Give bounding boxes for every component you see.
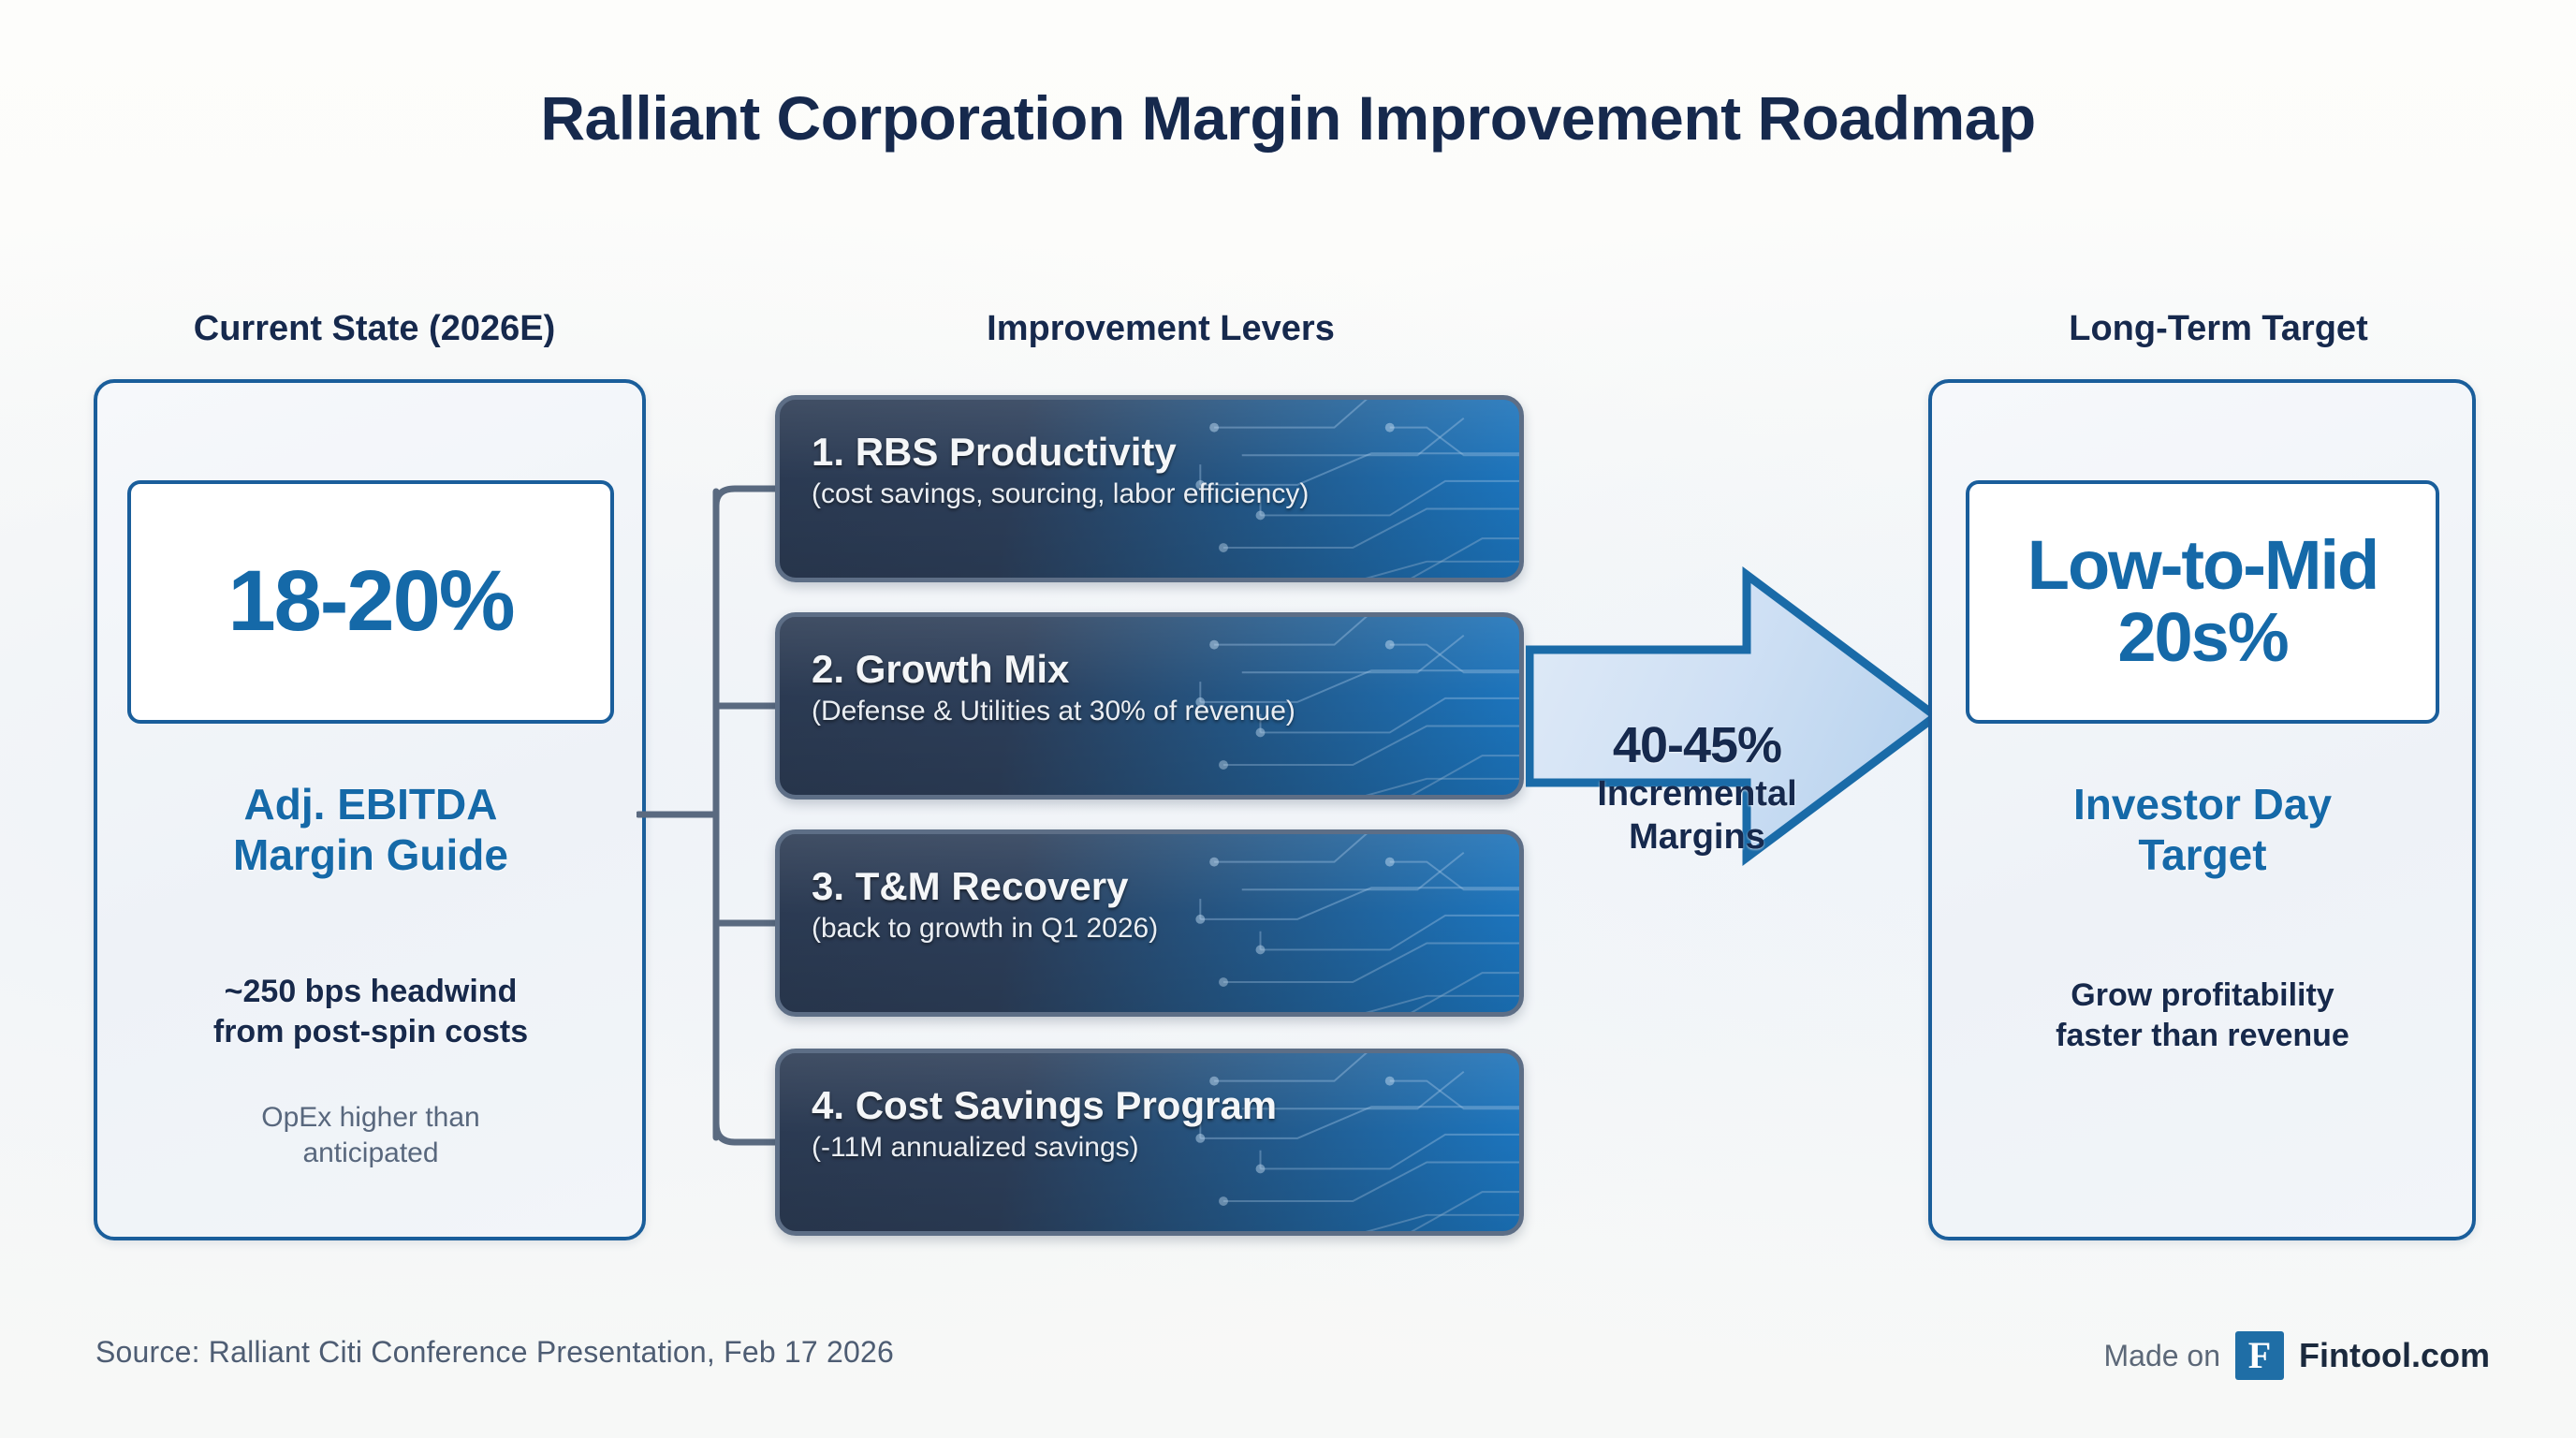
current-state-metric-value: 18-20% [227, 553, 515, 650]
lever-card[interactable]: 3. T&M Recovery (back to growth in Q1 20… [775, 829, 1524, 1017]
column-header-long-term-target: Long-Term Target [2069, 309, 2368, 348]
current-state-note: ~250 bps headwind from post-spin costs [118, 972, 623, 1052]
lever-title: 3. T&M Recovery [812, 864, 1129, 908]
lever-detail: (Defense & Utilities at 30% of revenue) [812, 696, 1295, 727]
long-term-target-metric-box: Low-to-Mid 20s% [1966, 480, 2439, 724]
long-term-target-metric-value: Low-to-Mid 20s% [2027, 526, 2379, 676]
lever-detail: (-11M annualized savings) [812, 1132, 1139, 1164]
lever-title: 1. RBS Productivity [812, 430, 1177, 474]
current-state-metric-box: 18-20% [127, 480, 614, 724]
lever-card[interactable]: 4. Cost Savings Program (-11M annualized… [775, 1049, 1524, 1236]
lever-title: 2. Growth Mix [812, 647, 1070, 691]
current-state-note-line1: ~250 bps headwind [224, 974, 518, 1009]
lever-card-text: 1. RBS Productivity (cost savings, sourc… [812, 430, 1379, 511]
current-state-subtitle: Adj. EBITDA Margin Guide [127, 779, 614, 881]
incremental-margin-arrow-icon [1526, 566, 1942, 866]
fintool-logo-icon: F [2235, 1331, 2285, 1380]
target-subtitle-line1: Investor Day [2072, 780, 2333, 829]
source-citation: Source: Ralliant Citi Conference Present… [95, 1335, 894, 1369]
target-metric-line1: Low-to-Mid [2027, 526, 2379, 605]
current-state-subtitle-line1: Adj. EBITDA [243, 780, 498, 829]
lever-card-text: 2. Growth Mix (Defense & Utilities at 30… [812, 647, 1379, 728]
column-header-current-state: Current State (2026E) [193, 309, 556, 348]
lever-detail: (back to growth in Q1 2026) [812, 913, 1159, 945]
target-note-line2: faster than revenue [2056, 1017, 2349, 1053]
made-on-fintool-attribution[interactable]: Made on F Fintool.com [2103, 1331, 2490, 1380]
lever-detail: (cost savings, sourcing, labor efficienc… [812, 478, 1310, 510]
column-header-improvement-levers: Improvement Levers [987, 309, 1335, 348]
target-note-line1: Grow profitability [2071, 977, 2334, 1013]
page-title: Ralliant Corporation Margin Improvement … [540, 83, 2036, 153]
fintool-brand-name: Fintool.com [2299, 1336, 2490, 1374]
lever-card-text: 4. Cost Savings Program (-11M annualized… [812, 1083, 1379, 1165]
lever-card[interactable]: 2. Growth Mix (Defense & Utilities at 30… [775, 612, 1524, 800]
current-state-fine-line2: anticipated [302, 1137, 439, 1168]
long-term-target-note: Grow profitability faster than revenue [1966, 976, 2439, 1056]
connector-tree [637, 485, 790, 1146]
long-term-target-subtitle: Investor Day Target [1966, 779, 2439, 881]
target-metric-line2: 20s% [2117, 598, 2289, 676]
target-subtitle-line2: Target [2138, 830, 2267, 880]
current-state-subtitle-line2: Margin Guide [233, 830, 508, 880]
current-state-fine-line1: OpEx higher than [261, 1102, 480, 1133]
lever-card[interactable]: 1. RBS Productivity (cost savings, sourc… [775, 395, 1524, 582]
lever-card-text: 3. T&M Recovery (back to growth in Q1 20… [812, 864, 1379, 946]
lever-title: 4. Cost Savings Program [812, 1083, 1278, 1127]
current-state-note-line2: from post-spin costs [212, 1013, 529, 1049]
current-state-fine-print: OpEx higher than anticipated [118, 1100, 623, 1170]
made-on-label: Made on [2103, 1338, 2221, 1372]
